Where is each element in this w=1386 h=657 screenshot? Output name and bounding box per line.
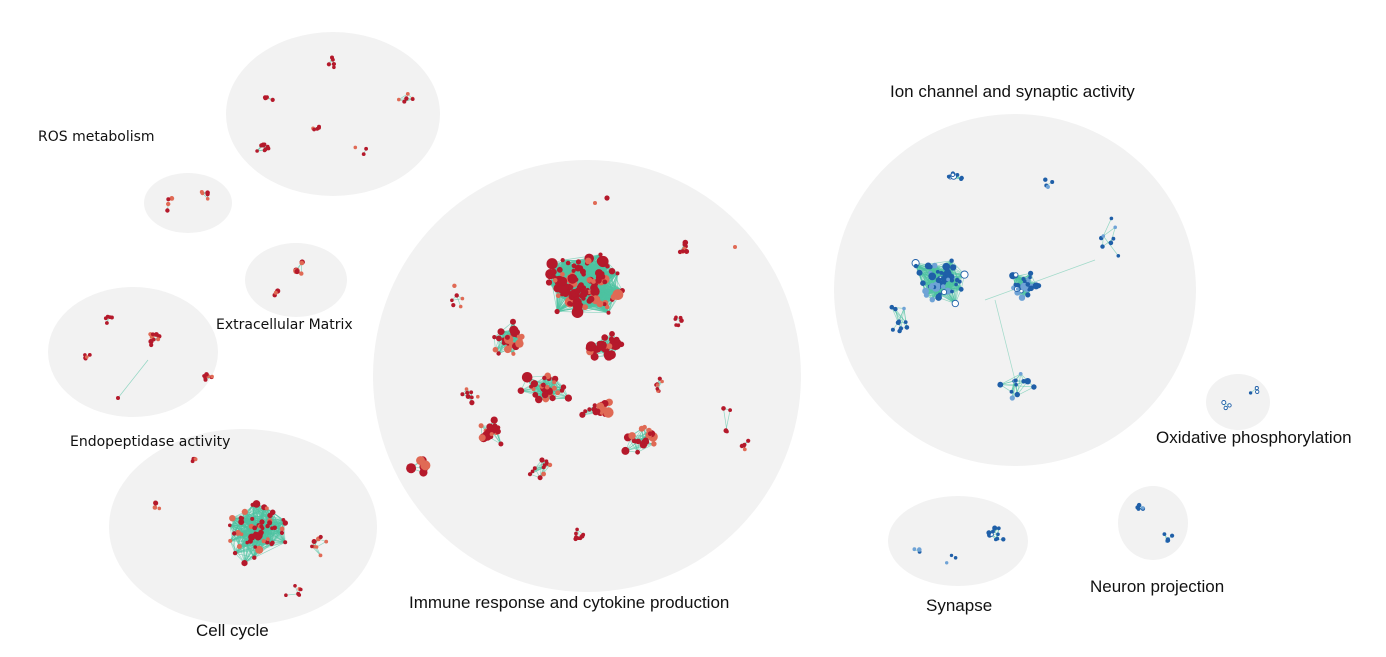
- network-edge: [285, 593, 299, 596]
- network-edge: [269, 515, 286, 524]
- cluster-bubble-endo: [48, 287, 218, 417]
- network-edge: [242, 515, 271, 519]
- network-edge: [549, 274, 558, 312]
- network-edge: [272, 532, 283, 544]
- network-edge: [242, 508, 267, 519]
- cluster-bubble-immune: [373, 160, 801, 592]
- cluster-bubble-ecm: [245, 243, 347, 317]
- network-edge: [256, 503, 273, 543]
- network-edge: [242, 517, 270, 524]
- network-edge: [244, 511, 271, 516]
- network-edge: [254, 507, 265, 529]
- cluster-bubble-oxphos: [1206, 374, 1270, 430]
- network-edge: [272, 527, 276, 543]
- cluster-bubble-synapse: [888, 496, 1028, 586]
- network-edge: [229, 525, 236, 554]
- network-edge: [117, 359, 149, 399]
- network-edge: [244, 511, 270, 524]
- network-edge: [272, 522, 286, 543]
- network-edge: [254, 541, 286, 559]
- cluster-bubble-neuron: [1118, 486, 1188, 560]
- network-edge: [232, 517, 248, 543]
- network-edge: [562, 254, 601, 261]
- network-edge: [233, 533, 236, 554]
- cluster-bubble-rossm: [144, 173, 232, 233]
- cluster-bubble-ros: [226, 32, 440, 196]
- network-edge: [252, 504, 256, 528]
- network-edge: [568, 254, 601, 264]
- network-edge: [235, 552, 255, 559]
- network-edge: [239, 503, 257, 547]
